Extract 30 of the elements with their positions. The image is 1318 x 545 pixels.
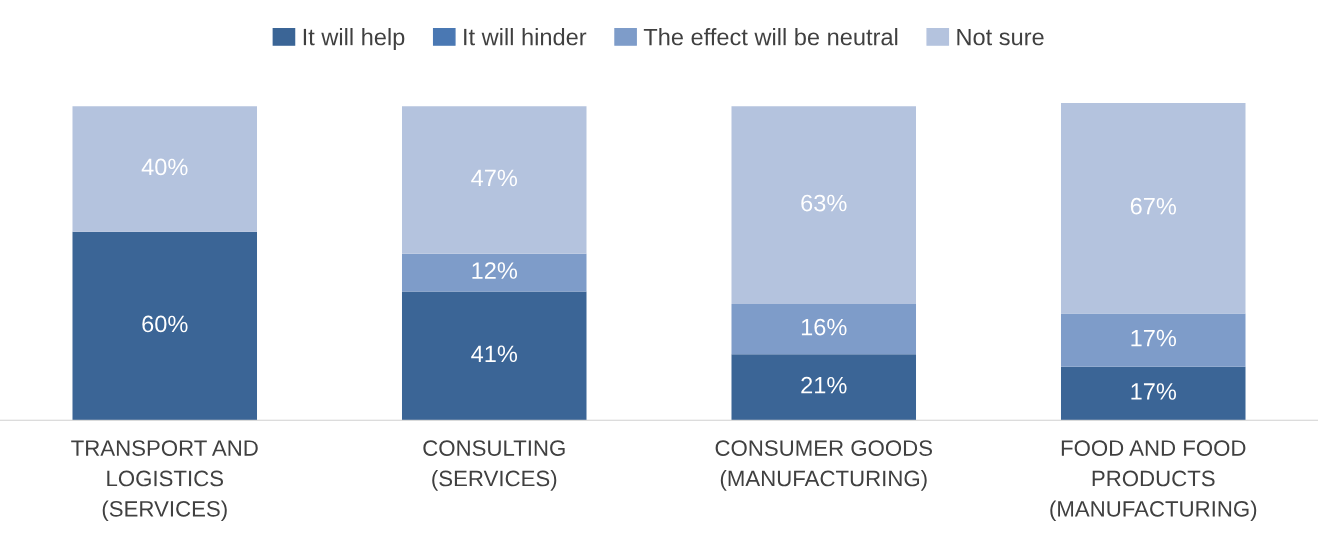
data-label: 16%: [801, 318, 847, 336]
data-label: 17%: [1131, 383, 1177, 400]
x-tick-label: CONSUMER GOODS (MANUFACTURING): [715, 440, 932, 491]
data-label: 40%: [141, 158, 188, 176]
legend-label: Not sure: [957, 28, 1044, 46]
bar: [401, 253, 587, 292]
data-label: 41%: [471, 345, 518, 363]
bar: [401, 106, 587, 254]
x-tick-label: CONSULTING (SERVICES): [423, 440, 565, 491]
bar: [1060, 103, 1246, 314]
data-label: 67%: [1130, 197, 1177, 215]
data-label: 12%: [472, 262, 518, 279]
legend-label: It will help: [303, 28, 405, 51]
data-label: 21%: [801, 376, 847, 394]
bar: [1060, 366, 1246, 421]
bar: [731, 354, 917, 421]
bar: [731, 304, 917, 355]
x-tick-label: TRANSPORT AND LOGISTICS (SERVICES): [71, 440, 258, 522]
bar: [72, 231, 258, 421]
bar: [731, 106, 917, 304]
data-label: 47%: [471, 169, 518, 187]
legend-label: The effect will be neutral: [643, 28, 898, 46]
bar: [72, 106, 258, 232]
bar: [1060, 313, 1246, 367]
data-label: 63%: [801, 194, 847, 212]
legend-label: It will hinder: [464, 28, 587, 46]
data-label: 60%: [142, 315, 188, 333]
x-tick-label: FOOD AND FOOD PRODUCTS (MANUFACTURING): [1050, 440, 1257, 522]
data-label: 17%: [1131, 329, 1177, 347]
bar: [401, 291, 587, 421]
